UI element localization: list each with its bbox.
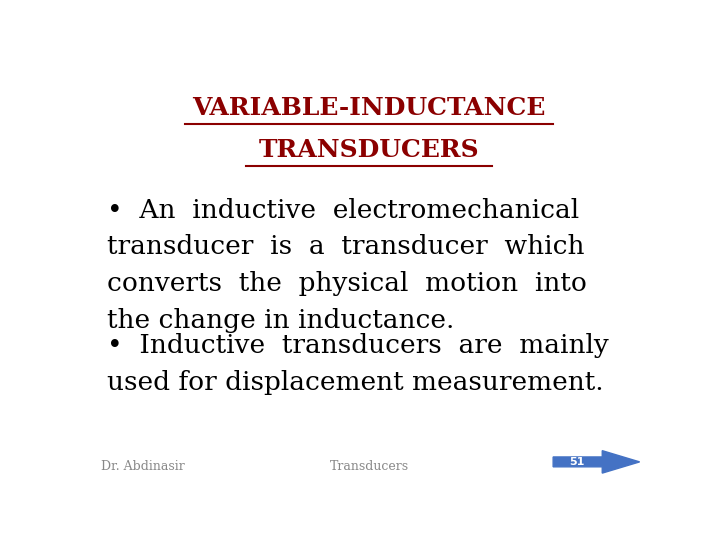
Text: converts  the  physical  motion  into: converts the physical motion into: [107, 271, 587, 296]
Text: Transducers: Transducers: [330, 460, 408, 472]
Text: transducer  is  a  transducer  which: transducer is a transducer which: [107, 234, 584, 259]
Text: •  Inductive  transducers  are  mainly: • Inductive transducers are mainly: [107, 333, 608, 358]
Text: Dr. Abdinasir: Dr. Abdinasir: [101, 460, 185, 472]
Text: TRANSDUCERS: TRANSDUCERS: [258, 138, 480, 162]
Text: the change in inductance.: the change in inductance.: [107, 308, 454, 333]
Text: used for displacement measurement.: used for displacement measurement.: [107, 369, 603, 395]
Text: •  An  inductive  electromechanical: • An inductive electromechanical: [107, 198, 579, 223]
Polygon shape: [553, 451, 639, 473]
Text: 51: 51: [569, 457, 584, 467]
Text: VARIABLE-INDUCTANCE: VARIABLE-INDUCTANCE: [192, 97, 546, 120]
